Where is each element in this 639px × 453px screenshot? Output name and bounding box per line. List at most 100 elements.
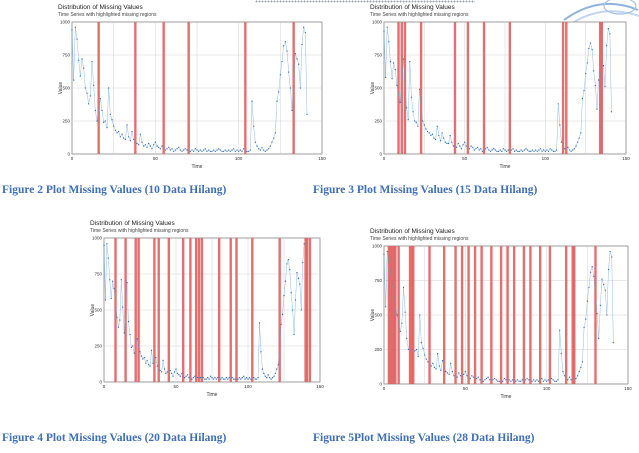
data-point (470, 145, 472, 147)
data-point (444, 141, 446, 143)
data-point (306, 113, 308, 116)
data-point (530, 150, 532, 153)
data-point (261, 146, 263, 149)
figure-4-chart: Distribution of Missing Values Time Seri… (90, 220, 326, 400)
figure-5-caption: Figure 5Plot Missing Values (28 Data Hil… (313, 432, 535, 444)
data-point (111, 280, 114, 282)
y-tick-label: 0 (67, 152, 70, 157)
data-point (129, 333, 131, 336)
data-point (480, 148, 482, 150)
data-point (586, 300, 588, 302)
data-point (572, 149, 574, 151)
missing-region-band (442, 246, 446, 384)
data-point (71, 29, 73, 31)
data-point (465, 145, 467, 147)
missing-region-band (394, 246, 397, 384)
data-point (165, 372, 167, 375)
data-point (414, 350, 416, 352)
data-point (225, 377, 228, 379)
data-point (455, 146, 458, 149)
data-point (482, 380, 484, 382)
data-point (431, 133, 434, 135)
chart-subtitle: Time Series with highlighted missing reg… (370, 236, 469, 242)
data-point (257, 377, 259, 379)
data-point (518, 150, 521, 153)
data-point (277, 364, 279, 366)
data-point (542, 380, 545, 382)
data-point (502, 148, 505, 150)
data-point (441, 132, 443, 134)
chart-subtitle: Time Series with highlighted missing reg… (58, 12, 157, 18)
data-point (202, 377, 205, 379)
data-point (99, 97, 101, 100)
data-point (76, 38, 78, 40)
data-point (457, 142, 459, 145)
data-point (121, 133, 123, 135)
data-point (536, 150, 538, 153)
data-point (88, 103, 90, 105)
data-point (423, 124, 425, 126)
data-point (464, 141, 466, 143)
missing-region-band (278, 238, 281, 382)
data-point (580, 132, 582, 134)
missing-region-band (460, 246, 464, 384)
data-point (228, 149, 230, 151)
data-point (414, 120, 416, 122)
data-point (424, 354, 426, 356)
data-point (575, 145, 577, 147)
data-point (149, 365, 151, 367)
data-point (243, 375, 245, 377)
data-point (140, 355, 143, 357)
data-point (266, 377, 268, 379)
data-point (186, 374, 189, 376)
data-point (258, 148, 260, 150)
data-point (238, 150, 240, 153)
data-point (538, 149, 540, 151)
missing-region-band (229, 238, 232, 382)
data-point (211, 377, 213, 379)
missing-region-band (308, 238, 312, 382)
data-point (417, 355, 419, 358)
data-point (446, 372, 449, 374)
data-point (251, 100, 253, 102)
data-point (178, 374, 180, 376)
data-point (476, 146, 479, 149)
data-point (156, 145, 158, 147)
data-point (253, 125, 255, 127)
data-point (234, 378, 236, 380)
data-point (299, 283, 301, 285)
data-point (491, 149, 493, 151)
data-point (158, 146, 160, 149)
data-point (523, 149, 526, 151)
data-point (440, 369, 442, 371)
y-tick-label: 250 (374, 119, 382, 124)
data-point (288, 71, 290, 73)
data-point (576, 141, 579, 143)
data-point (264, 150, 266, 153)
data-point (476, 377, 478, 380)
missing-region-band (387, 246, 391, 384)
x-tick-label: 150 (624, 386, 632, 391)
chart-subtitle: Time Series with highlighted missing reg… (370, 12, 469, 18)
data-point (263, 149, 265, 151)
data-point (604, 289, 606, 291)
y-axis-label: Value (90, 304, 96, 317)
data-point (563, 375, 566, 377)
data-point (224, 149, 226, 151)
data-point (458, 372, 460, 374)
data-point (559, 329, 561, 331)
data-point (456, 376, 458, 378)
missing-region-band (412, 246, 415, 384)
data-point (229, 150, 231, 153)
y-tick-label: 750 (374, 53, 382, 58)
data-point (173, 371, 176, 373)
data-point (502, 380, 504, 382)
data-point (428, 132, 430, 134)
data-point (243, 148, 245, 150)
data-point (181, 372, 183, 375)
data-point (541, 377, 543, 380)
data-point (578, 370, 580, 373)
series-line (383, 27, 612, 152)
x-tick-label: 100 (542, 156, 550, 161)
x-axis-label: Time (500, 164, 511, 170)
